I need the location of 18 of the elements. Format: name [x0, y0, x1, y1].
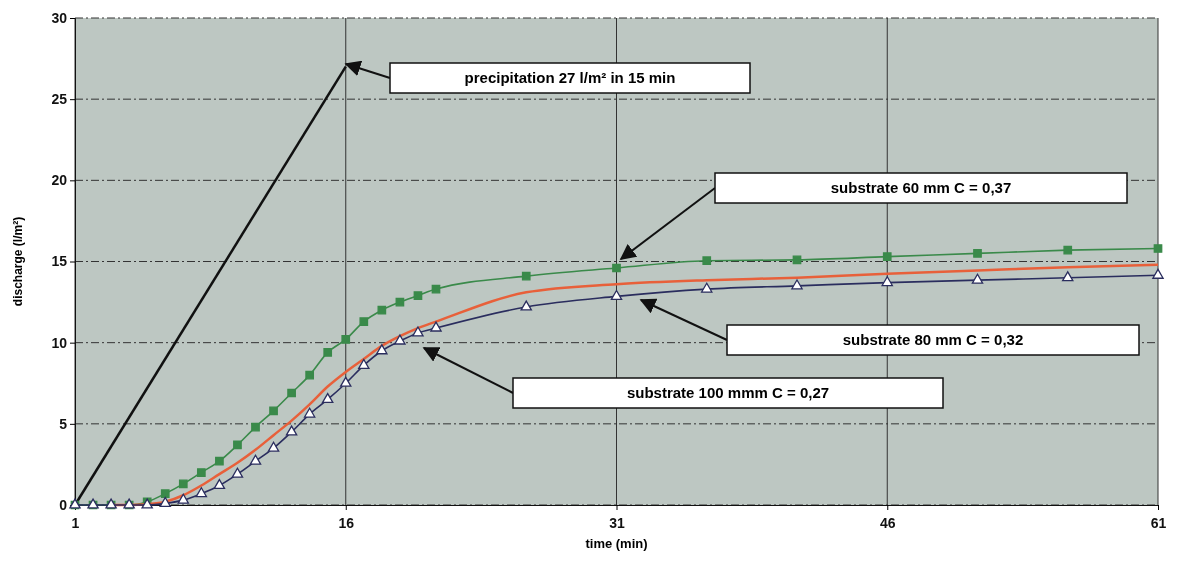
annotation: precipitation 27 l/m² in 15 min — [464, 69, 676, 86]
x-tick-label: 31 — [609, 514, 625, 531]
y-tick-label: 20 — [51, 172, 68, 189]
annotation: substrate 80 mm C = 0,32 — [842, 331, 1024, 348]
x-tick-label: 61 — [1150, 514, 1167, 531]
annotation: substrate 100 mmm C = 0,27 — [626, 384, 830, 401]
y-axis-title: discharge (l/m²) — [11, 216, 25, 307]
y-tick-label: 0 — [59, 496, 68, 513]
annotation: substrate 60 mm C = 0,37 — [830, 179, 1012, 196]
x-axis-title: time (min) — [585, 536, 648, 551]
x-tick-label: 16 — [338, 514, 355, 531]
y-tick-label: 10 — [51, 334, 68, 351]
x-tick-label: 46 — [879, 514, 896, 531]
y-tick-label: 30 — [51, 9, 68, 26]
y-tick-label: 15 — [51, 253, 68, 270]
y-tick-label: 25 — [51, 91, 68, 108]
y-tick-label: 5 — [59, 415, 68, 432]
x-tick-label: 1 — [71, 514, 80, 531]
